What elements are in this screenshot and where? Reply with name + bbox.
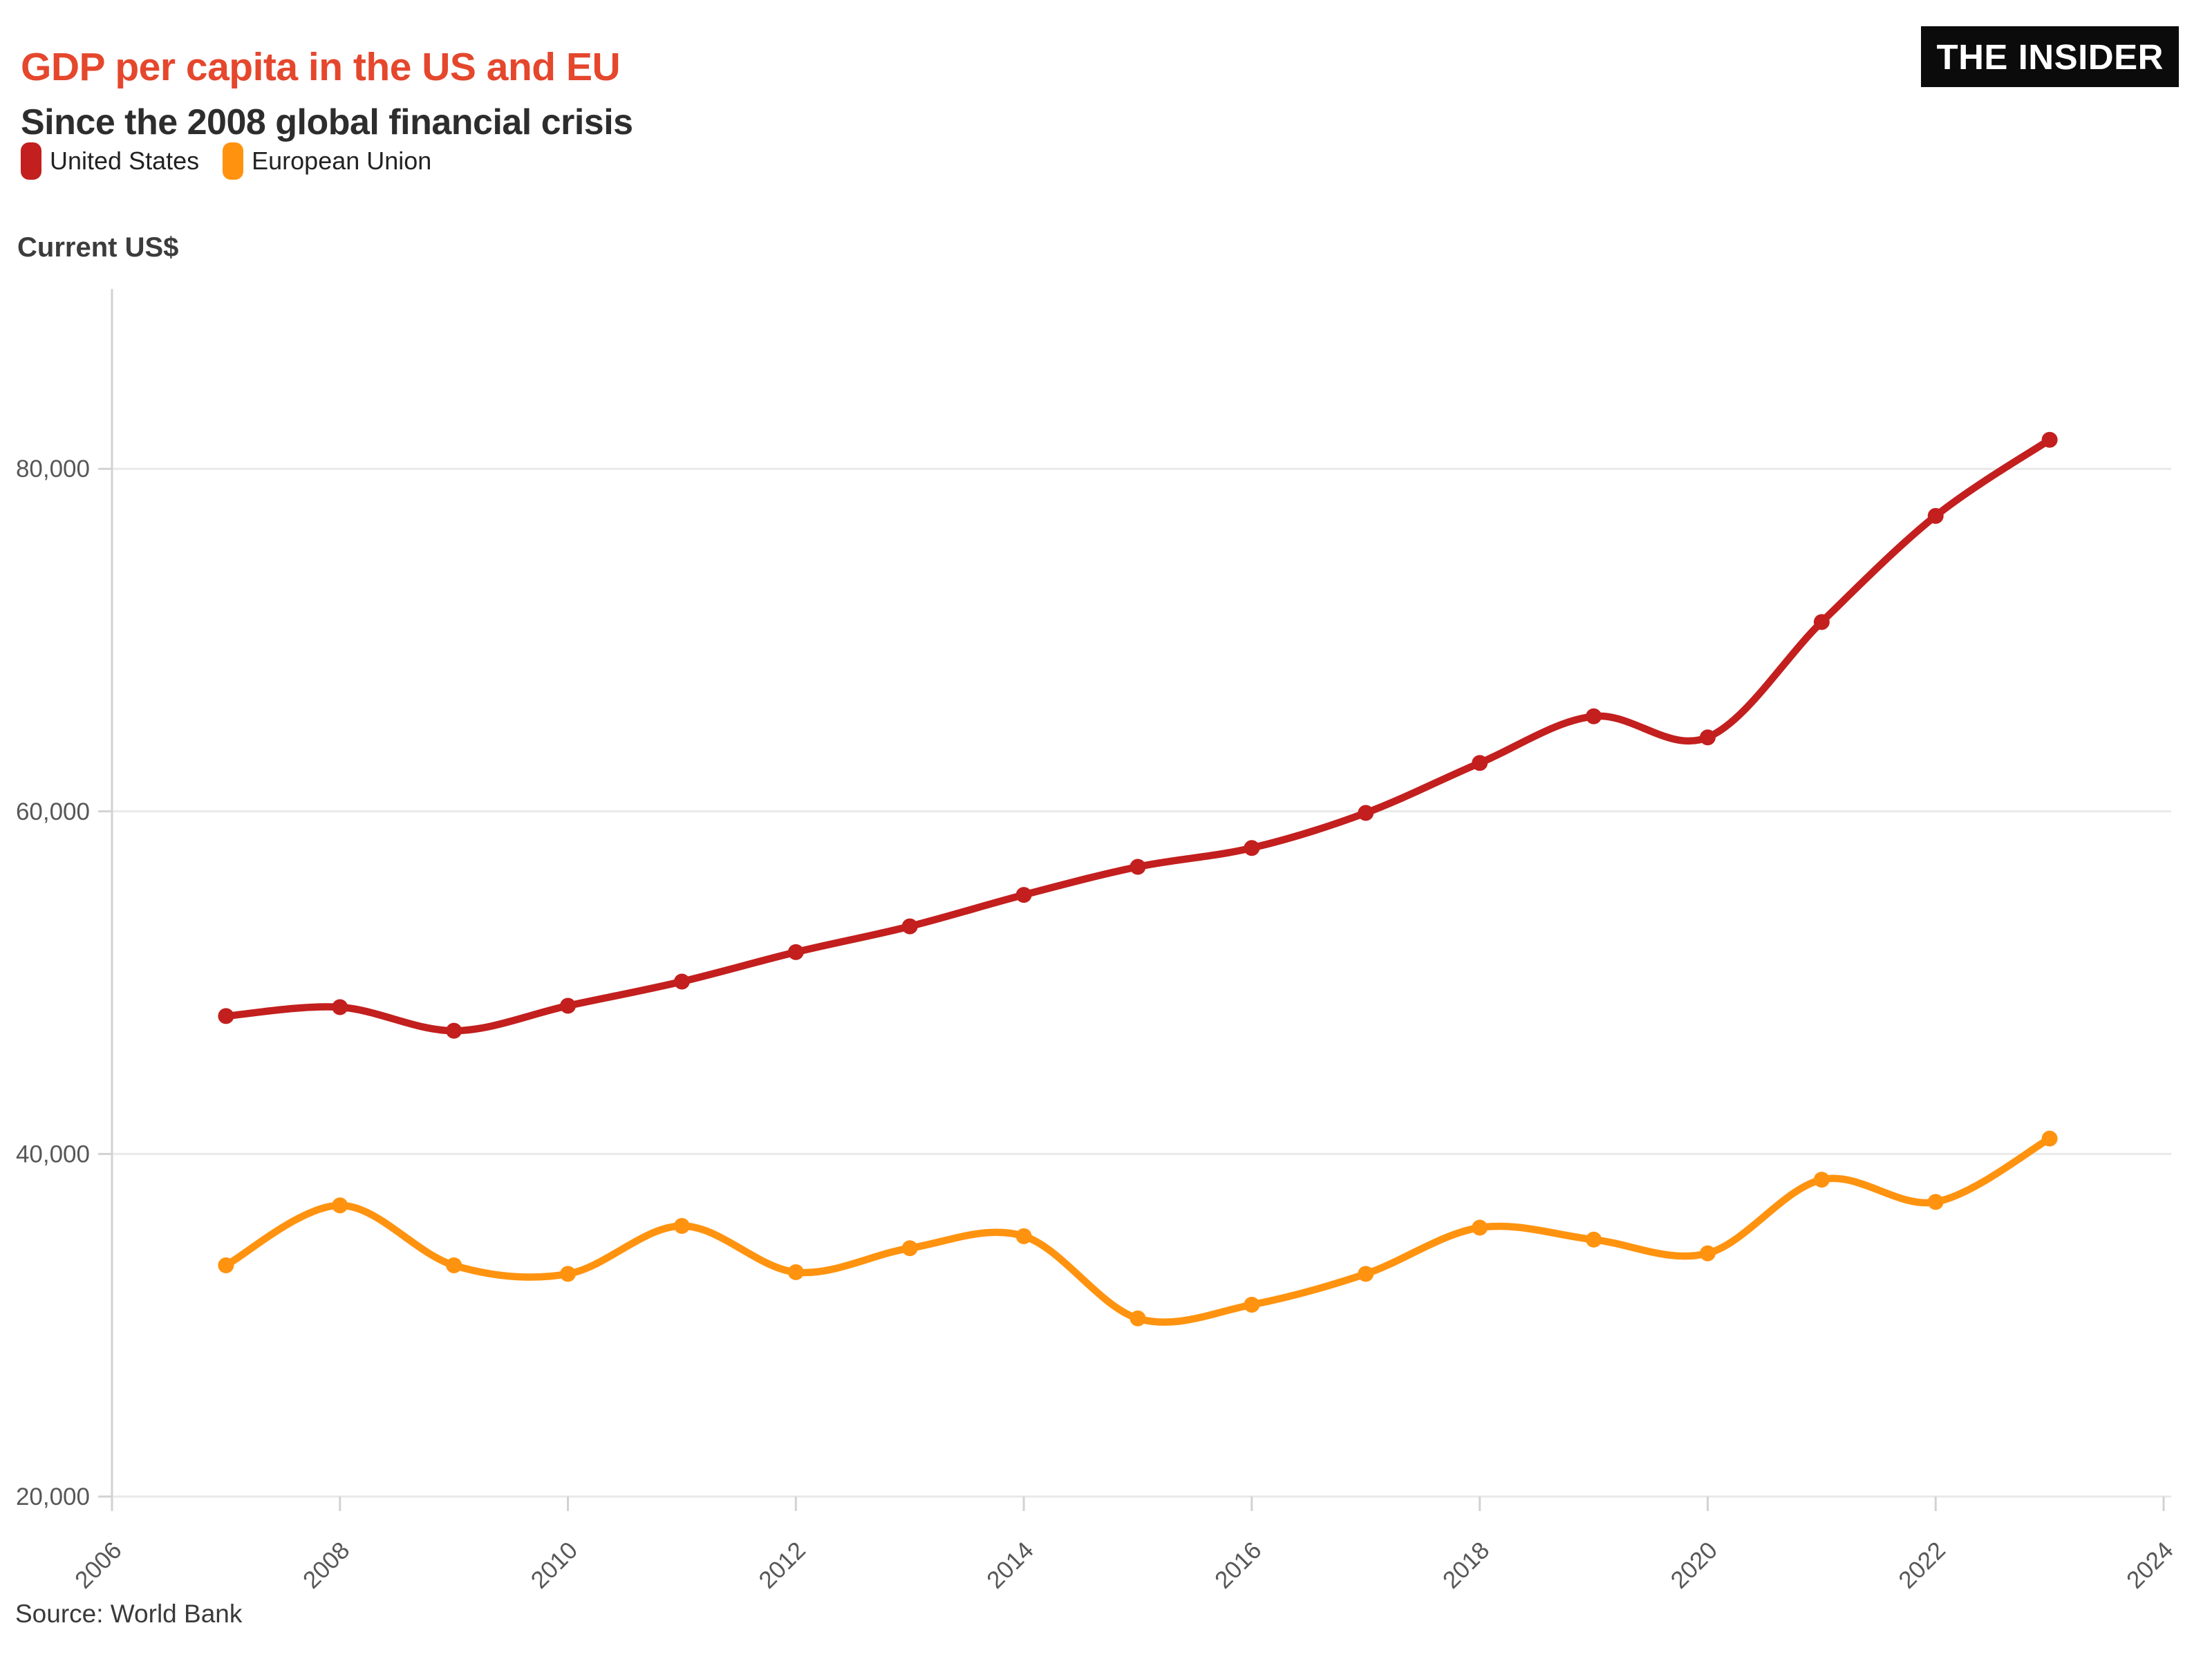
united-states-point-2012 xyxy=(787,944,804,960)
x-tick-label-2016: 2016 xyxy=(1210,1537,1267,1594)
y-tick-label-40000: 40,000 xyxy=(16,1141,90,1168)
united-states-point-2011 xyxy=(673,973,690,990)
page-title: GDP per capita in the US and EU xyxy=(21,45,621,90)
united-states-point-2021 xyxy=(1813,614,1830,630)
european-union-point-2020 xyxy=(1699,1245,1716,1262)
european-union-point-2011 xyxy=(673,1217,690,1234)
y-tick-label-60000: 60,000 xyxy=(16,798,90,825)
y-tick-label-80000: 80,000 xyxy=(16,456,90,482)
united-states-point-2007 xyxy=(218,1008,234,1024)
page-subtitle: Since the 2008 global financial crisis xyxy=(21,102,633,143)
source-note: Source: World Bank xyxy=(15,1600,243,1628)
y-tick-label-20000: 20,000 xyxy=(16,1483,90,1510)
x-tick-label-2010: 2010 xyxy=(526,1537,583,1594)
x-tick-label-2006: 2006 xyxy=(70,1537,127,1594)
brand-logo-text: THE INSIDER xyxy=(1936,37,2164,77)
european-union-point-2018 xyxy=(1472,1219,1488,1236)
european-union-point-2012 xyxy=(787,1264,804,1280)
united-states-point-2015 xyxy=(1130,859,1146,875)
european-union-point-2013 xyxy=(901,1240,918,1257)
united-states-point-2016 xyxy=(1244,840,1260,856)
legend-label-us: United States xyxy=(50,147,200,175)
european-union-point-2015 xyxy=(1130,1310,1146,1327)
united-states-point-2010 xyxy=(560,997,577,1014)
united-states-point-2013 xyxy=(901,918,918,935)
european-union-point-2021 xyxy=(1813,1172,1830,1188)
legend-item-european-union: European Union xyxy=(223,142,431,180)
x-tick-label-2014: 2014 xyxy=(982,1537,1039,1594)
y-axis-title: Current US$ xyxy=(17,232,179,263)
x-tick-label-2008: 2008 xyxy=(298,1537,355,1594)
european-union-point-2019 xyxy=(1586,1231,1602,1248)
x-tick-label-2018: 2018 xyxy=(1438,1537,1495,1594)
legend: United States European Union xyxy=(21,142,455,180)
united-states-point-2009 xyxy=(446,1022,462,1039)
european-union-point-2017 xyxy=(1358,1266,1374,1282)
legend-label-eu: European Union xyxy=(252,147,432,175)
united-states-point-2022 xyxy=(1927,507,1944,524)
united-states-point-2017 xyxy=(1358,805,1374,821)
united-states-point-2008 xyxy=(332,999,348,1015)
united-states-point-2018 xyxy=(1472,755,1488,771)
legend-swatch-eu xyxy=(223,142,244,180)
united-states-point-2020 xyxy=(1699,729,1716,746)
brand-logo: THE INSIDER xyxy=(1921,26,2179,87)
european-union-point-2009 xyxy=(446,1257,462,1273)
x-tick-label-2020: 2020 xyxy=(1665,1537,1723,1594)
united-states-line xyxy=(222,435,2054,1035)
european-union-point-2023 xyxy=(2041,1130,2058,1147)
legend-item-united-states: United States xyxy=(21,142,199,180)
united-states-point-2014 xyxy=(1015,887,1032,903)
european-union-point-2010 xyxy=(560,1266,577,1282)
united-states-point-2023 xyxy=(2041,431,2058,448)
x-tick-label-2024: 2024 xyxy=(2121,1537,2179,1594)
european-union-point-2014 xyxy=(1015,1228,1032,1244)
legend-swatch-us xyxy=(21,142,41,180)
european-union-point-2007 xyxy=(218,1257,234,1273)
european-union-point-2022 xyxy=(1927,1194,1944,1210)
european-union-line xyxy=(222,1134,2054,1326)
x-tick-label-2022: 2022 xyxy=(1893,1537,1951,1594)
european-union-point-2008 xyxy=(332,1197,348,1214)
european-union-point-2016 xyxy=(1244,1296,1260,1313)
x-tick-label-2012: 2012 xyxy=(753,1537,811,1594)
united-states-point-2019 xyxy=(1586,708,1602,724)
